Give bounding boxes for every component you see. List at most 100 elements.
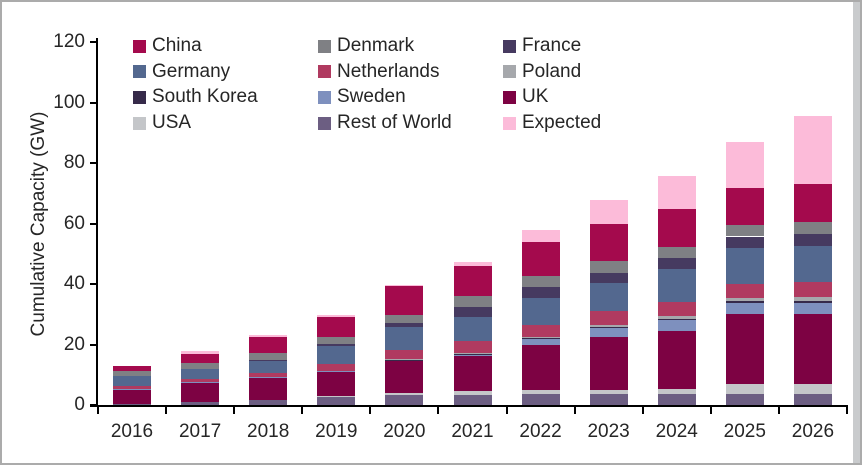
bar-segment-poland-2024 xyxy=(657,316,696,319)
bar-segment-germany-2025 xyxy=(725,248,764,284)
bar-segment-south-korea-2024 xyxy=(657,318,696,321)
bar-segment-expected-2017 xyxy=(181,351,220,354)
bar-segment-netherlands-2025 xyxy=(725,283,764,299)
bar-segment-netherlands-2026 xyxy=(793,282,832,297)
bar-segment-uk-2020 xyxy=(385,361,424,393)
y-tick-label: 100 xyxy=(53,91,85,113)
legend-swatch-icon xyxy=(133,39,146,53)
bar-segment-sweden-2019 xyxy=(317,371,356,373)
legend-label: China xyxy=(152,35,202,56)
bar-segment-usa-2026 xyxy=(793,384,832,395)
bar-segment-rest-of-world-2019 xyxy=(317,396,356,405)
bar-segment-rest-of-world-2026 xyxy=(793,394,832,405)
bar-segment-sweden-2022 xyxy=(521,339,560,346)
y-tick-mark xyxy=(90,404,98,406)
bar-segment-denmark-2025 xyxy=(725,225,764,237)
bar-segment-expected-2022 xyxy=(521,230,560,243)
bar-segment-poland-2026 xyxy=(793,297,832,301)
y-tick-label: 80 xyxy=(63,152,85,173)
bar-segment-china-2025 xyxy=(725,187,764,225)
x-tick-mark xyxy=(709,405,712,414)
bar-segment-germany-2024 xyxy=(657,268,696,302)
bar-segment-france-2019 xyxy=(317,343,356,346)
bar-segment-uk-2017 xyxy=(181,382,220,402)
bar-segment-china-2022 xyxy=(521,242,560,276)
bar-segment-china-2024 xyxy=(657,209,696,247)
x-tick-mark xyxy=(97,405,99,414)
bar-segment-usa-2021 xyxy=(453,391,492,395)
bar-segment-rest-of-world-2024 xyxy=(657,394,696,405)
bar-segment-netherlands-2023 xyxy=(589,310,628,325)
bar-segment-sweden-2020 xyxy=(385,359,424,362)
y-tick-label: 40 xyxy=(63,273,85,294)
y-tick-mark xyxy=(90,283,98,285)
bar-segment-denmark-2024 xyxy=(657,246,696,259)
y-tick-label: 120 xyxy=(53,31,85,52)
x-tick-label-2017: 2017 xyxy=(178,421,222,442)
bar-segment-poland-2021 xyxy=(453,352,492,354)
x-tick-mark xyxy=(301,405,304,414)
legend-swatch-icon xyxy=(503,90,516,104)
bar-segment-poland-2022 xyxy=(521,336,560,339)
bar-segment-uk-2016 xyxy=(113,389,152,404)
y-tick-label: 60 xyxy=(63,212,85,234)
y-tick-mark xyxy=(90,222,98,225)
bar-segment-germany-2023 xyxy=(589,283,628,311)
bar-segment-sweden-2023 xyxy=(589,327,628,337)
x-tick-mark xyxy=(437,405,440,414)
bar-segment-sweden-2018 xyxy=(249,377,288,379)
bar-segment-germany-2016 xyxy=(113,375,152,386)
legend-item-rest-of-world: Rest of World xyxy=(318,110,452,136)
bar-segment-expected-2024 xyxy=(657,176,696,210)
legend-item-china: China xyxy=(133,33,202,59)
bar-segment-expected-2023 xyxy=(589,199,628,224)
bar-segment-south-korea-2022 xyxy=(521,338,560,340)
bar-segment-denmark-2017 xyxy=(181,362,220,369)
legend-swatch-icon xyxy=(318,116,331,130)
bar-segment-sweden-2021 xyxy=(453,353,492,356)
legend-label: Rest of World xyxy=(337,112,452,134)
legend-item-usa: USA xyxy=(133,110,191,136)
bar-segment-france-2022 xyxy=(521,287,560,298)
bar-segment-south-korea-2026 xyxy=(793,300,832,303)
bar-segment-uk-2019 xyxy=(317,372,356,396)
bar-segment-denmark-2022 xyxy=(521,275,560,288)
bar-segment-rest-of-world-2022 xyxy=(521,394,560,405)
bar-segment-expected-2018 xyxy=(249,335,288,337)
bar-segment-poland-2020 xyxy=(385,359,424,361)
x-tick-label-2023: 2023 xyxy=(587,421,630,442)
x-tick-label-2022: 2022 xyxy=(519,421,562,442)
x-tick-label-2018: 2018 xyxy=(247,421,290,442)
x-tick-label-2024: 2024 xyxy=(655,421,698,442)
legend-item-sweden: Sweden xyxy=(318,84,406,110)
x-tick-mark xyxy=(846,405,848,414)
x-axis-line xyxy=(90,405,848,407)
bar-segment-uk-2023 xyxy=(589,336,628,390)
y-tick-mark xyxy=(90,101,98,104)
legend-swatch-icon xyxy=(133,116,146,130)
bar-segment-germany-2017 xyxy=(181,368,220,379)
bar-segment-south-korea-2021 xyxy=(453,353,492,355)
bar-segment-rest-of-world-2017 xyxy=(181,401,220,405)
bar-segment-denmark-2019 xyxy=(317,336,356,344)
bar-segment-sweden-2026 xyxy=(793,302,832,314)
legend-swatch-icon xyxy=(503,65,516,79)
legend-label: France xyxy=(522,35,582,56)
bar-segment-netherlands-2016 xyxy=(113,385,152,390)
legend-label: Netherlands xyxy=(337,60,440,82)
x-tick-mark xyxy=(369,405,372,414)
x-tick-label-2019: 2019 xyxy=(315,421,358,442)
bar-segment-netherlands-2018 xyxy=(249,373,288,378)
bar-segment-usa-2019 xyxy=(317,395,356,397)
legend-item-uk: UK xyxy=(503,84,548,110)
bar-segment-usa-2024 xyxy=(657,389,696,395)
x-tick-mark xyxy=(641,405,644,414)
bar-segment-usa-2022 xyxy=(521,390,560,395)
bar-segment-germany-2022 xyxy=(521,297,560,325)
bar-segment-china-2017 xyxy=(181,353,220,363)
bar-segment-france-2021 xyxy=(453,306,492,318)
bar-segment-sweden-2024 xyxy=(657,320,696,332)
bar-segment-poland-2025 xyxy=(725,298,764,302)
bar-segment-germany-2021 xyxy=(453,317,492,341)
legend-item-germany: Germany xyxy=(133,59,230,85)
